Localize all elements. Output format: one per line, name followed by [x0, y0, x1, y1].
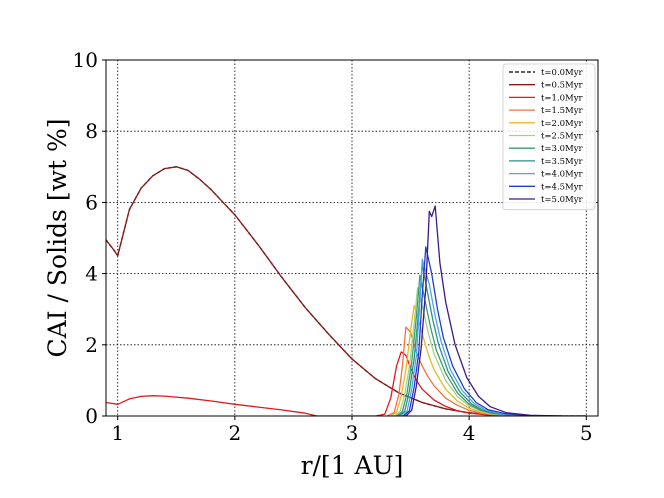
legend-label: t=3.5Myr [541, 157, 584, 167]
series-line [400, 258, 552, 416]
x-tick-label: 4 [463, 421, 476, 445]
series-line [106, 351, 587, 416]
y-tick-label: 10 [73, 48, 98, 72]
x-tick-label: 2 [228, 421, 241, 445]
x-axis-label: r/[1 AU] [301, 451, 404, 480]
y-tick-label: 8 [85, 119, 98, 143]
series-line [405, 205, 563, 416]
legend-label: t=1.5Myr [541, 106, 584, 116]
legend-label: t=5.0Myr [541, 195, 584, 205]
y-tick-label: 6 [85, 190, 98, 214]
series-line [390, 304, 540, 416]
legend-label: t=0.5Myr [541, 81, 584, 91]
y-tick-label: 0 [85, 404, 98, 428]
legend-label: t=0.0Myr [541, 68, 584, 78]
y-axis-label: CAI / Solids [wt %] [43, 119, 72, 358]
series-line [396, 274, 540, 416]
legend-label: t=1.0Myr [541, 93, 584, 103]
x-axis-ticks: 1 2 3 4 5 [111, 416, 593, 445]
y-tick-label: 4 [85, 262, 98, 286]
series-line [398, 264, 552, 416]
legend-label: t=2.0Myr [541, 119, 584, 129]
x-tick-label: 1 [111, 421, 124, 445]
legend-label: t=4.5Myr [541, 182, 584, 192]
x-tick-label: 3 [346, 421, 359, 445]
x-tick-label: 5 [580, 421, 593, 445]
y-tick-label: 2 [85, 333, 98, 357]
series-line [386, 326, 540, 416]
series-lines [106, 166, 587, 416]
series-line [403, 246, 558, 416]
legend-label: t=4.0Myr [541, 170, 584, 180]
legend-label: t=2.5Myr [541, 132, 584, 142]
legend-label: t=3.0Myr [541, 144, 584, 154]
y-axis-ticks: 0 2 4 6 8 10 [73, 48, 106, 428]
legend: t=0.0Myr t=0.5Myr t=1.0Myr t=1.5Myr t=2.0Myr… [502, 63, 596, 211]
